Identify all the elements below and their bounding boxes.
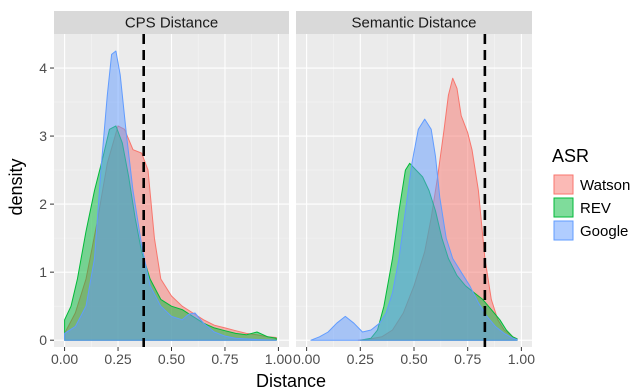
y-tick-label: 4: [39, 60, 47, 76]
x-tick-label: 0.50: [400, 351, 427, 367]
x-tick-label: 0.25: [347, 351, 374, 367]
x-tick-label: 1.00: [508, 351, 535, 367]
y-tick-label: 0: [39, 332, 47, 348]
x-axis-title: Distance: [256, 371, 326, 391]
y-tick-label: 3: [39, 128, 47, 144]
y-tick-label: 2: [39, 196, 47, 212]
legend-key-google: [553, 220, 574, 241]
x-tick-label: 0.75: [211, 351, 238, 367]
x-tick-label: 1.00: [265, 351, 292, 367]
panel-strip: [296, 11, 532, 34]
x-tick-label: 0.25: [104, 351, 131, 367]
panels: CPS Distance Semantic Distance: [54, 11, 532, 347]
density-area-google: [64, 50, 277, 341]
legend: ASR Watson REV Google: [552, 146, 630, 241]
panel-2: Semantic Distance: [296, 11, 532, 347]
x-axes: 0.00 0.25 0.50 0.75 1.00 0.00 0.25 0.50 0.75 1.00: [51, 347, 535, 367]
y-axis: 0 1 2 3 4: [39, 60, 54, 348]
legend-label-watson: Watson: [580, 177, 630, 194]
legend-key-watson: [553, 174, 574, 195]
legend-key-rev: [553, 197, 574, 218]
x-tick-label: 0.00: [51, 351, 78, 367]
legend-label-google: Google: [580, 223, 628, 240]
y-axis-title: density: [6, 158, 26, 215]
x-tick-label: 0.00: [293, 351, 320, 367]
panel-title: CPS Distance: [125, 15, 218, 32]
legend-title: ASR: [552, 146, 589, 166]
panel-1: CPS Distance: [54, 11, 289, 347]
legend-label-rev: REV: [580, 200, 611, 217]
panel-strip: [54, 11, 289, 34]
y-tick-label: 1: [39, 264, 47, 280]
x-tick-label: 0.75: [454, 351, 481, 367]
density-area-google: [310, 118, 518, 341]
panel-title: Semantic Distance: [351, 15, 476, 32]
x-tick-label: 0.50: [158, 351, 185, 367]
